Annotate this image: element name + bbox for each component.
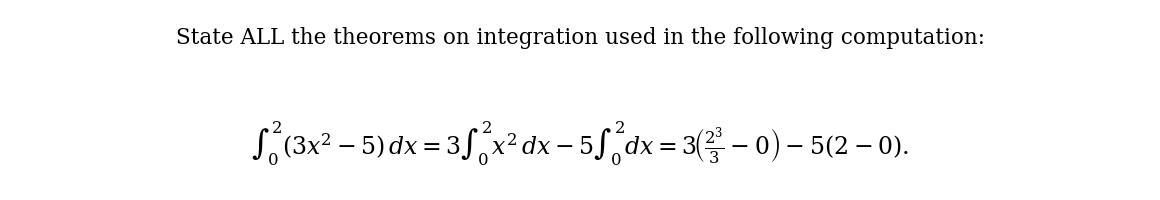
- Text: State ALL the theorems on integration used in the following computation:: State ALL the theorems on integration us…: [175, 27, 985, 49]
- Text: $\int_0^2 (3x^2 - 5)\,dx = 3\int_0^2 x^2\,dx - 5\int_0^2 dx = 3\!\left(\frac{2^3: $\int_0^2 (3x^2 - 5)\,dx = 3\int_0^2 x^2…: [251, 119, 909, 168]
